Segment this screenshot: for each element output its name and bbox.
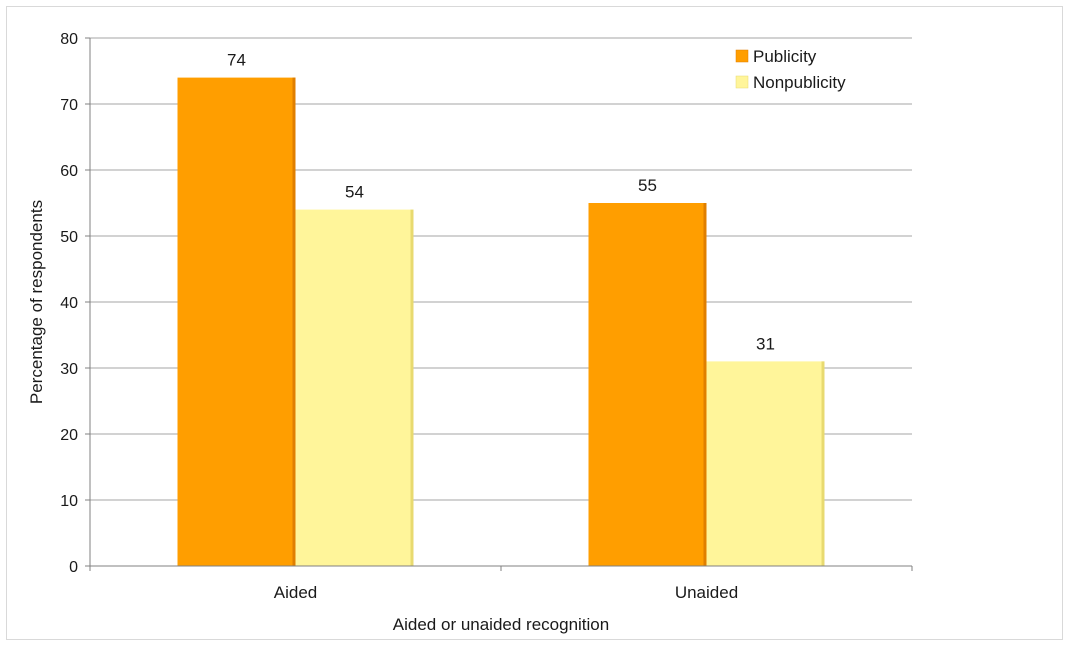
plot-area: 74 54 55 31 <box>89 37 912 567</box>
y-tick-label: 0 <box>69 559 78 576</box>
bar-publicity-unaided <box>588 203 707 566</box>
y-tick-label: 50 <box>60 229 78 246</box>
bar-edge <box>821 361 825 566</box>
legend-swatch-nonpublicity <box>735 75 749 89</box>
x-axis-label: Aided or unaided recognition <box>393 615 609 634</box>
y-tick-label: 20 <box>60 427 78 444</box>
y-tick-label: 70 <box>60 97 78 114</box>
y-axis-label: Percentage of respondents <box>27 200 46 404</box>
bar-nonpublicity-unaided <box>706 361 825 566</box>
y-tick-label: 60 <box>60 163 78 180</box>
legend: Publicity Nonpublicity <box>735 47 846 92</box>
y-tick-label: 30 <box>60 361 78 378</box>
y-tick-label: 40 <box>60 295 78 312</box>
bar-publicity-aided <box>177 77 296 566</box>
bar-edge <box>292 77 296 566</box>
y-tick-label: 80 <box>60 31 78 48</box>
bar-labels: 74 54 55 31 <box>227 51 775 354</box>
data-label: 55 <box>638 176 657 195</box>
x-axis-ticks: Aided Unaided <box>89 566 913 602</box>
y-tick-label: 10 <box>60 493 78 510</box>
bars <box>177 77 825 566</box>
legend-label-publicity: Publicity <box>753 47 817 66</box>
x-tick-label: Unaided <box>675 583 738 602</box>
y-axis-ticks: 0 10 20 30 40 50 60 70 80 <box>60 31 90 576</box>
x-tick-label: Aided <box>274 583 317 602</box>
bar-edge <box>703 203 707 566</box>
data-label: 31 <box>756 334 775 353</box>
data-label: 54 <box>345 183 364 202</box>
data-label: 74 <box>227 51 246 70</box>
legend-swatch-publicity <box>735 49 749 63</box>
bar-edge <box>410 209 414 566</box>
legend-label-nonpublicity: Nonpublicity <box>753 73 846 92</box>
bar-nonpublicity-aided <box>295 209 414 566</box>
